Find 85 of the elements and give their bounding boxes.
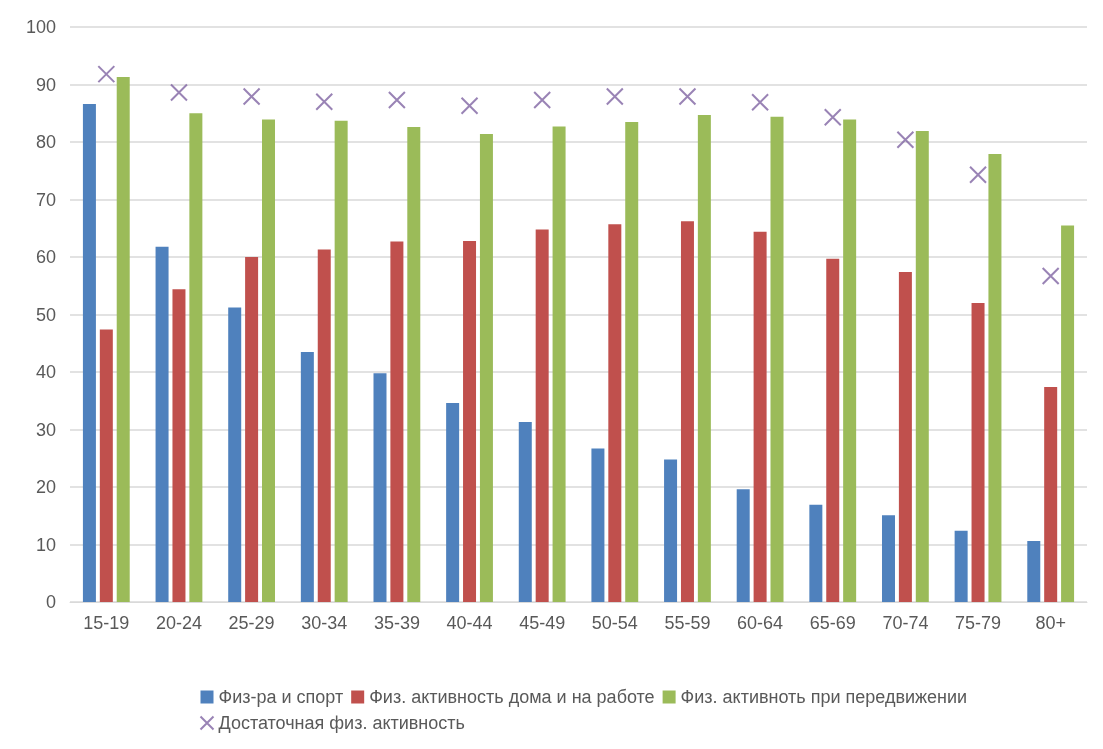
bar xyxy=(826,258,840,602)
x-tick-label: 55-59 xyxy=(664,613,711,633)
bar xyxy=(753,231,767,602)
point xyxy=(1041,266,1060,285)
point xyxy=(97,65,116,84)
bar xyxy=(245,257,259,602)
point xyxy=(969,165,988,184)
bar xyxy=(82,104,96,602)
bar xyxy=(680,221,694,602)
bar xyxy=(881,515,895,602)
bar xyxy=(535,229,549,602)
y-tick-label: 30 xyxy=(35,419,56,440)
bar xyxy=(898,271,912,602)
bar xyxy=(988,154,1002,602)
bar xyxy=(172,289,186,602)
bar xyxy=(189,113,203,602)
bar xyxy=(770,116,784,602)
bar xyxy=(971,303,985,602)
point xyxy=(605,87,624,106)
x-tick-label: 45-49 xyxy=(519,613,566,633)
bar xyxy=(390,241,404,602)
x-tick-label: 60-64 xyxy=(737,613,784,633)
point xyxy=(315,92,334,111)
y-tick-label: 70 xyxy=(35,189,56,210)
y-tick-label: 20 xyxy=(35,477,56,497)
bar xyxy=(300,351,314,602)
bar xyxy=(1061,225,1075,602)
x-tick-label: 70-74 xyxy=(882,613,929,633)
x-tick-label: 35-39 xyxy=(373,613,420,633)
y-tick-label: 40 xyxy=(35,362,56,382)
point xyxy=(242,87,261,106)
y-tick-label: 10 xyxy=(35,534,56,555)
x-tick-label: 75-79 xyxy=(955,613,1002,633)
y-tick-label: 50 xyxy=(35,304,56,325)
point xyxy=(823,108,842,127)
y-tick-label: 0 xyxy=(45,592,56,612)
y-tick-label: 100 xyxy=(25,17,56,37)
y-tick-label: 60 xyxy=(35,247,56,267)
legend-label: Достаточная физ. активность xyxy=(218,713,465,733)
x-tick-label: 50-54 xyxy=(591,613,638,633)
bar xyxy=(446,403,460,602)
bar xyxy=(1027,541,1041,602)
bar xyxy=(915,131,929,602)
y-tick-label: 90 xyxy=(35,74,56,95)
legend-label: Физ. активноть при передвижении xyxy=(680,687,968,707)
bar xyxy=(463,240,477,602)
bar xyxy=(697,114,711,602)
bar xyxy=(1044,386,1058,602)
bar xyxy=(625,121,639,602)
point xyxy=(169,83,188,102)
bar xyxy=(608,224,622,602)
bar xyxy=(317,249,331,602)
bar xyxy=(843,119,857,602)
point xyxy=(896,130,915,149)
bar xyxy=(155,246,169,602)
x-tick-label: 25-29 xyxy=(228,613,275,633)
point xyxy=(533,91,552,110)
bar xyxy=(552,126,566,602)
bar xyxy=(591,448,605,602)
bar xyxy=(373,373,387,602)
legend-label: Физ. активность дома и на работе xyxy=(369,687,655,707)
bar xyxy=(736,489,750,602)
point xyxy=(387,91,406,110)
legend-label: Физ-ра и спорт xyxy=(218,687,344,707)
bar xyxy=(954,530,968,602)
bar xyxy=(99,329,113,602)
x-tick-label: 20-24 xyxy=(155,613,202,633)
bar xyxy=(809,504,823,602)
bar xyxy=(334,120,348,602)
point xyxy=(460,96,479,115)
bar xyxy=(407,127,421,602)
x-tick-label: 80+ xyxy=(1035,613,1066,633)
x-tick-label: 30-34 xyxy=(301,613,348,633)
bar xyxy=(518,422,532,602)
bar xyxy=(664,459,678,602)
bar xyxy=(228,307,242,602)
x-tick-label: 15-19 xyxy=(83,613,130,633)
bar xyxy=(479,133,493,602)
y-tick-label: 80 xyxy=(35,132,56,152)
bar xyxy=(116,77,130,602)
x-tick-label: 40-44 xyxy=(446,613,493,633)
point xyxy=(678,87,697,106)
x-tick-label: 65-69 xyxy=(809,613,856,633)
point xyxy=(751,93,770,112)
bar xyxy=(262,119,276,602)
